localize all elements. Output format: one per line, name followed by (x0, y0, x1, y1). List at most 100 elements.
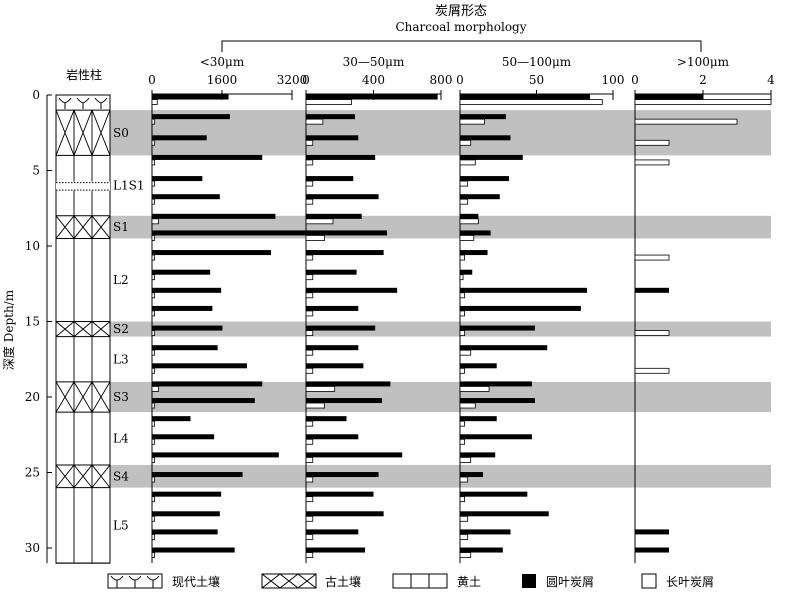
bar-long-3-0 (459, 99, 603, 105)
bar-round-2-9 (306, 269, 357, 275)
stratum-label-s4: S4 (113, 469, 129, 483)
bar-round-1-7 (152, 230, 309, 236)
bar-round-3-22 (460, 511, 549, 517)
bar-long-3-1 (459, 118, 485, 125)
panel-2: 30—50μm 0 400 800 (302, 55, 452, 564)
bar-round-1-13 (152, 345, 218, 351)
bar-long-2-4 (305, 180, 314, 187)
legend-modern-soil-pattern (110, 575, 160, 588)
bar-round-1-12 (152, 325, 223, 331)
chart-header: 炭屑形态 Charcoal morphology 岩性柱 (66, 4, 702, 82)
bar-long-1-24 (151, 552, 156, 558)
bar-long-4-6 (634, 330, 670, 336)
bar-round-2-13 (306, 345, 359, 351)
title-en: Charcoal morphology (395, 20, 526, 34)
panel-tick-label-1-0: 0 (148, 73, 156, 87)
bar-round-4-0 (635, 94, 703, 100)
bar-round-1-18 (152, 434, 215, 440)
bar-round-1-3 (152, 154, 263, 160)
depth-axis: 0 5 10 15 20 25 30 (25, 88, 52, 564)
bar-long-2-8 (305, 254, 314, 261)
bar-round-1-16 (152, 398, 255, 404)
bar-long-1-1 (151, 118, 156, 125)
bar-long-1-21 (151, 496, 156, 503)
weak-soil-fill (56, 181, 110, 191)
bar-round-1-17 (152, 416, 191, 422)
bar-round-1-22 (152, 511, 220, 517)
bar-round-1-2 (152, 135, 207, 141)
bar-long-3-22 (459, 515, 469, 522)
bar-round-1-4 (152, 176, 203, 182)
legend-label-modern-soil: 现代土壤 (172, 574, 220, 589)
panel-tick-label-1-3200: 3200 (277, 73, 308, 87)
bar-long-2-16 (305, 402, 325, 409)
bar-long-3-10 (459, 292, 465, 299)
legend-swatch-long (641, 573, 657, 589)
stratum-label-s2: S2 (113, 322, 129, 336)
legend-paleosol-pattern (261, 573, 317, 589)
panel-tick-label-4-2: 2 (699, 73, 707, 87)
bar-long-1-10 (151, 292, 156, 299)
bar-long-4-0 (634, 99, 772, 105)
bar-long-2-0 (305, 99, 352, 105)
lithology-column: S0 L1S1 S1 L2 S2 L3 S3 L4 S4 L5 (55, 94, 144, 564)
panel-4: >100μm 0 2 4 (631, 55, 775, 564)
bar-round-2-2 (306, 135, 359, 141)
bar-long-4-1 (634, 118, 738, 125)
panel-tick-label-4-0: 0 (631, 73, 639, 87)
bar-round-3-3 (460, 154, 523, 160)
bar-round-3-16 (460, 398, 535, 404)
bar-round-3-19 (460, 452, 496, 458)
bar-round-4-9 (635, 547, 669, 553)
bar-long-3-12 (459, 330, 465, 336)
bar-long-1-18 (151, 438, 156, 445)
bar-round-3-8 (460, 250, 488, 256)
bar-long-3-14 (459, 367, 465, 374)
stratum-label-l1s1: L1S1 (113, 179, 144, 193)
bar-round-3-12 (460, 325, 535, 331)
bar-round-2-6 (306, 213, 362, 219)
charcoal-panels: <30μm 0 1600 3200 30—50μm 0 400 800 50—100μm 0 50 1… (148, 55, 775, 564)
bar-round-2-5 (306, 194, 379, 200)
bar-round-2-12 (306, 325, 376, 331)
bar-round-1-5 (152, 194, 220, 200)
bar-long-1-14 (151, 367, 156, 374)
bar-long-2-9 (305, 274, 314, 281)
bar-long-2-10 (305, 292, 314, 299)
bar-round-1-23 (152, 529, 218, 535)
bar-long-4-3 (634, 159, 670, 166)
stratum-label-l3: L3 (113, 352, 129, 366)
bar-long-3-20 (459, 476, 469, 483)
panel-tick-label-3-50: 50 (529, 73, 544, 87)
bar-long-3-8 (459, 254, 465, 261)
bar-round-2-3 (306, 154, 376, 160)
bar-long-1-15 (151, 386, 159, 392)
bar-round-1-14 (152, 363, 247, 369)
bar-long-2-22 (305, 515, 314, 522)
panel-tick-label-4-4: 4 (767, 73, 775, 87)
bar-round-1-19 (152, 452, 279, 458)
bar-round-2-0 (306, 94, 438, 100)
stratum-label-l5: L5 (113, 518, 129, 532)
bar-round-1-9 (152, 269, 211, 275)
y-axis-label: 深度 Depth/m (1, 289, 16, 370)
bar-round-2-20 (306, 472, 379, 478)
bar-long-1-22 (151, 515, 156, 522)
paleosol-pattern-s2 (55, 321, 111, 337)
paleosol-band-s3 (110, 381, 771, 413)
bar-round-2-16 (306, 398, 382, 404)
stratum-label-l2: L2 (113, 273, 129, 287)
bar-long-2-5 (305, 198, 314, 205)
bar-round-1-10 (152, 287, 222, 293)
bar-long-3-15 (459, 386, 490, 392)
panel-tick-label-2-0: 0 (302, 73, 310, 87)
bar-round-2-19 (306, 452, 403, 458)
panel-1: <30μm 0 1600 3200 (148, 55, 309, 564)
bar-round-1-24 (152, 547, 235, 553)
bar-round-2-1 (306, 114, 355, 120)
stratum-label-s3: S3 (113, 390, 129, 404)
loess-pattern-l4 (73, 412, 93, 465)
bar-long-1-20 (151, 476, 156, 483)
paleosol-band-s2 (110, 321, 771, 337)
